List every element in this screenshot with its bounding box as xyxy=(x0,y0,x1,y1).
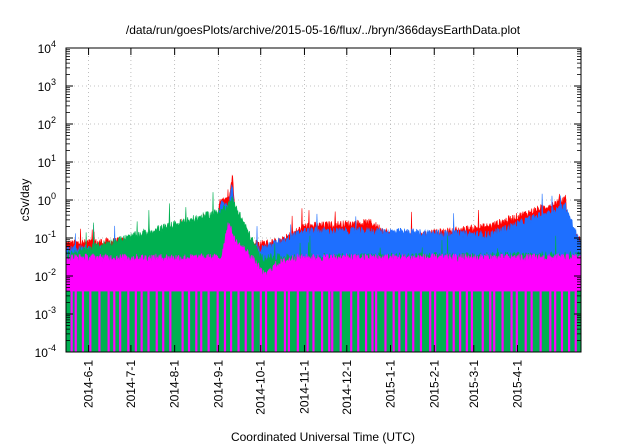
y-tick-label: 104 xyxy=(38,39,56,56)
y-tick-label-exponent: -4 xyxy=(48,343,56,353)
y-tick-label-exponent: 4 xyxy=(51,39,56,49)
x-tick-label: 2014-9-1 xyxy=(211,360,225,408)
y-tick-label-base: 10 xyxy=(38,80,52,94)
y-tick-label: 10-2 xyxy=(35,267,56,284)
y-tick-label-base: 10 xyxy=(38,118,52,132)
series-area-3 xyxy=(65,222,582,292)
x-tick-label: 2014-10-1 xyxy=(254,360,268,415)
x-tick-label: 2015-1-1 xyxy=(384,360,398,408)
x-tick-label: 2014-8-1 xyxy=(168,360,182,408)
y-axis-label: cSv/day xyxy=(18,179,32,222)
x-tick-label: 2014-11-1 xyxy=(297,360,311,414)
x-tick-label: 2014-7-1 xyxy=(124,360,138,408)
grid-lines xyxy=(66,48,581,352)
x-tick-label: 2015-3-1 xyxy=(467,360,481,408)
y-tick-label-exponent: 2 xyxy=(51,115,56,125)
y-tick-label: 103 xyxy=(38,77,56,94)
y-tick-label: 100 xyxy=(38,191,56,208)
y-tick-label-exponent: -2 xyxy=(48,267,56,277)
y-tick-label: 10-3 xyxy=(35,305,56,322)
y-tick-label-base: 10 xyxy=(38,42,52,56)
y-tick-label-base: 10 xyxy=(35,346,49,360)
x-tick-labels: 2014-6-1 2014-7-1 2014-8-1 2014-9-1 2014-10-… xyxy=(82,360,525,415)
y-tick-label-base: 10 xyxy=(38,194,52,208)
x-tick-label: 2015-4-1 xyxy=(511,360,525,408)
x-tick-label: 2014-6-1 xyxy=(82,360,96,408)
axis-ticks xyxy=(66,47,581,353)
y-tick-label-exponent: 0 xyxy=(51,191,56,201)
y-tick-label: 102 xyxy=(38,115,56,132)
data-series-layer xyxy=(65,174,582,353)
y-tick-label-exponent: 1 xyxy=(51,153,56,163)
chart-title: /data/run/goesPlots/archive/2015-05-16/f… xyxy=(126,23,521,37)
y-tick-label-exponent: 3 xyxy=(51,77,56,87)
y-tick-label: 10-1 xyxy=(35,229,56,246)
x-tick-label: 2015-2-1 xyxy=(427,360,441,408)
y-tick-label: 101 xyxy=(38,153,56,170)
y-tick-label-exponent: -3 xyxy=(48,305,56,315)
x-axis-label: Coordinated Universal Time (UTC) xyxy=(231,430,415,444)
y-tick-label-base: 10 xyxy=(35,232,49,246)
y-tick-label: 10-4 xyxy=(35,343,56,360)
x-tick-label: 2014-12-1 xyxy=(340,360,354,415)
y-tick-label-exponent: -1 xyxy=(48,229,56,239)
y-tick-label-base: 10 xyxy=(38,156,52,170)
y-tick-label-base: 10 xyxy=(35,270,49,284)
y-tick-label-base: 10 xyxy=(35,308,49,322)
